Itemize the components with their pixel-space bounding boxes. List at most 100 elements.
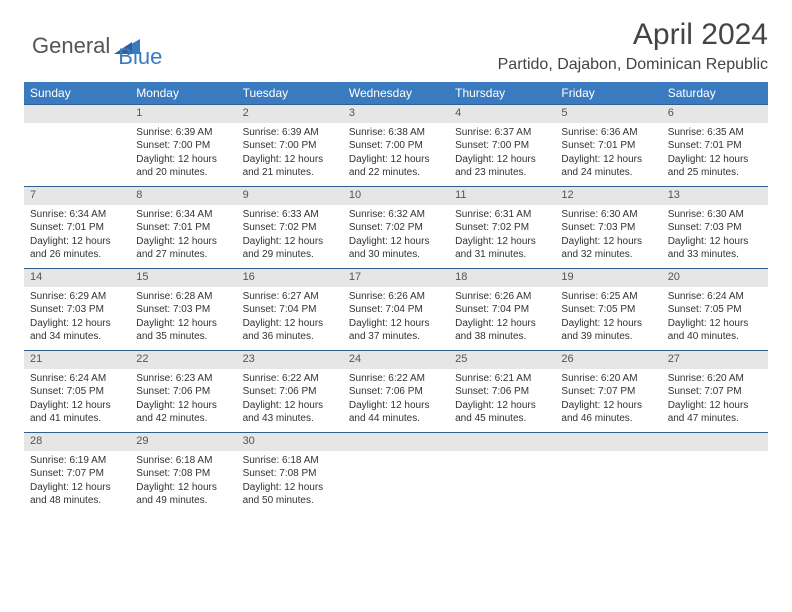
day-number-cell: 12 (555, 187, 661, 205)
day-content-cell (343, 451, 449, 515)
sunrise-text: Sunrise: 6:23 AM (136, 372, 230, 386)
sunrise-text: Sunrise: 6:35 AM (668, 126, 762, 140)
day-number-cell: 26 (555, 351, 661, 369)
day-content-cell: Sunrise: 6:18 AMSunset: 7:08 PMDaylight:… (130, 451, 236, 515)
sunrise-text: Sunrise: 6:28 AM (136, 290, 230, 304)
weekday-header: Friday (555, 82, 661, 105)
daylight-text: Daylight: 12 hours and 50 minutes. (243, 481, 337, 508)
sunrise-text: Sunrise: 6:20 AM (668, 372, 762, 386)
logo: General Blue (32, 22, 162, 70)
sunrise-text: Sunrise: 6:22 AM (243, 372, 337, 386)
daylight-text: Daylight: 12 hours and 32 minutes. (561, 235, 655, 262)
day-number-cell: 10 (343, 187, 449, 205)
day-number-cell: 29 (130, 433, 236, 451)
daylight-text: Daylight: 12 hours and 21 minutes. (243, 153, 337, 180)
sunset-text: Sunset: 7:03 PM (30, 303, 124, 317)
day-content-cell: Sunrise: 6:27 AMSunset: 7:04 PMDaylight:… (237, 287, 343, 351)
day-content-cell: Sunrise: 6:34 AMSunset: 7:01 PMDaylight:… (130, 205, 236, 269)
day-content-cell: Sunrise: 6:30 AMSunset: 7:03 PMDaylight:… (662, 205, 768, 269)
day-number-cell: 11 (449, 187, 555, 205)
day-number-cell: 14 (24, 269, 130, 287)
day-content-row: Sunrise: 6:19 AMSunset: 7:07 PMDaylight:… (24, 451, 768, 515)
sunset-text: Sunset: 7:06 PM (243, 385, 337, 399)
daylight-text: Daylight: 12 hours and 44 minutes. (349, 399, 443, 426)
day-content-cell: Sunrise: 6:20 AMSunset: 7:07 PMDaylight:… (662, 369, 768, 433)
sunrise-text: Sunrise: 6:18 AM (243, 454, 337, 468)
sunrise-text: Sunrise: 6:34 AM (30, 208, 124, 222)
day-number-cell: 21 (24, 351, 130, 369)
day-number-cell: 18 (449, 269, 555, 287)
sunset-text: Sunset: 7:01 PM (668, 139, 762, 153)
day-number-cell: 20 (662, 269, 768, 287)
daylight-text: Daylight: 12 hours and 26 minutes. (30, 235, 124, 262)
sunrise-text: Sunrise: 6:30 AM (561, 208, 655, 222)
weekday-header: Thursday (449, 82, 555, 105)
day-content-cell: Sunrise: 6:21 AMSunset: 7:06 PMDaylight:… (449, 369, 555, 433)
sunrise-text: Sunrise: 6:37 AM (455, 126, 549, 140)
sunrise-text: Sunrise: 6:29 AM (30, 290, 124, 304)
sunset-text: Sunset: 7:01 PM (136, 221, 230, 235)
sunset-text: Sunset: 7:02 PM (349, 221, 443, 235)
sunset-text: Sunset: 7:00 PM (243, 139, 337, 153)
sunrise-text: Sunrise: 6:26 AM (455, 290, 549, 304)
daynum-row: 123456 (24, 105, 768, 123)
day-number-cell: 13 (662, 187, 768, 205)
day-number-cell: 2 (237, 105, 343, 123)
sunset-text: Sunset: 7:07 PM (561, 385, 655, 399)
day-content-cell: Sunrise: 6:35 AMSunset: 7:01 PMDaylight:… (662, 123, 768, 187)
daylight-text: Daylight: 12 hours and 25 minutes. (668, 153, 762, 180)
weekday-header-row: Sunday Monday Tuesday Wednesday Thursday… (24, 82, 768, 105)
weekday-header: Tuesday (237, 82, 343, 105)
sunrise-text: Sunrise: 6:38 AM (349, 126, 443, 140)
daynum-row: 14151617181920 (24, 269, 768, 287)
day-content-cell: Sunrise: 6:26 AMSunset: 7:04 PMDaylight:… (343, 287, 449, 351)
sunrise-text: Sunrise: 6:25 AM (561, 290, 655, 304)
sunset-text: Sunset: 7:08 PM (136, 467, 230, 481)
sunset-text: Sunset: 7:07 PM (668, 385, 762, 399)
day-content-cell: Sunrise: 6:31 AMSunset: 7:02 PMDaylight:… (449, 205, 555, 269)
day-content-cell: Sunrise: 6:37 AMSunset: 7:00 PMDaylight:… (449, 123, 555, 187)
sunrise-text: Sunrise: 6:19 AM (30, 454, 124, 468)
day-number-cell: 1 (130, 105, 236, 123)
sunset-text: Sunset: 7:05 PM (30, 385, 124, 399)
sunrise-text: Sunrise: 6:21 AM (455, 372, 549, 386)
day-content-cell: Sunrise: 6:28 AMSunset: 7:03 PMDaylight:… (130, 287, 236, 351)
sunset-text: Sunset: 7:03 PM (668, 221, 762, 235)
daylight-text: Daylight: 12 hours and 40 minutes. (668, 317, 762, 344)
sunset-text: Sunset: 7:02 PM (243, 221, 337, 235)
day-number-cell (662, 433, 768, 451)
sunrise-text: Sunrise: 6:26 AM (349, 290, 443, 304)
sunrise-text: Sunrise: 6:39 AM (136, 126, 230, 140)
sunrise-text: Sunrise: 6:24 AM (30, 372, 124, 386)
day-number-cell: 27 (662, 351, 768, 369)
day-content-cell: Sunrise: 6:25 AMSunset: 7:05 PMDaylight:… (555, 287, 661, 351)
daylight-text: Daylight: 12 hours and 33 minutes. (668, 235, 762, 262)
weekday-header: Sunday (24, 82, 130, 105)
day-number-cell: 17 (343, 269, 449, 287)
day-content-cell (662, 451, 768, 515)
sunset-text: Sunset: 7:00 PM (349, 139, 443, 153)
daylight-text: Daylight: 12 hours and 41 minutes. (30, 399, 124, 426)
day-number-cell: 30 (237, 433, 343, 451)
day-content-cell (24, 123, 130, 187)
logo-text-blue: Blue (118, 44, 162, 70)
daylight-text: Daylight: 12 hours and 30 minutes. (349, 235, 443, 262)
sunset-text: Sunset: 7:01 PM (30, 221, 124, 235)
day-content-row: Sunrise: 6:29 AMSunset: 7:03 PMDaylight:… (24, 287, 768, 351)
daylight-text: Daylight: 12 hours and 37 minutes. (349, 317, 443, 344)
sunrise-text: Sunrise: 6:34 AM (136, 208, 230, 222)
day-number-cell: 28 (24, 433, 130, 451)
day-content-cell: Sunrise: 6:24 AMSunset: 7:05 PMDaylight:… (662, 287, 768, 351)
sunset-text: Sunset: 7:08 PM (243, 467, 337, 481)
sunset-text: Sunset: 7:06 PM (455, 385, 549, 399)
day-content-cell: Sunrise: 6:23 AMSunset: 7:06 PMDaylight:… (130, 369, 236, 433)
day-number-cell: 22 (130, 351, 236, 369)
day-content-cell: Sunrise: 6:26 AMSunset: 7:04 PMDaylight:… (449, 287, 555, 351)
weekday-header: Saturday (662, 82, 768, 105)
daylight-text: Daylight: 12 hours and 34 minutes. (30, 317, 124, 344)
day-content-cell: Sunrise: 6:18 AMSunset: 7:08 PMDaylight:… (237, 451, 343, 515)
daylight-text: Daylight: 12 hours and 43 minutes. (243, 399, 337, 426)
sunrise-text: Sunrise: 6:36 AM (561, 126, 655, 140)
day-content-cell (555, 451, 661, 515)
day-content-cell: Sunrise: 6:34 AMSunset: 7:01 PMDaylight:… (24, 205, 130, 269)
